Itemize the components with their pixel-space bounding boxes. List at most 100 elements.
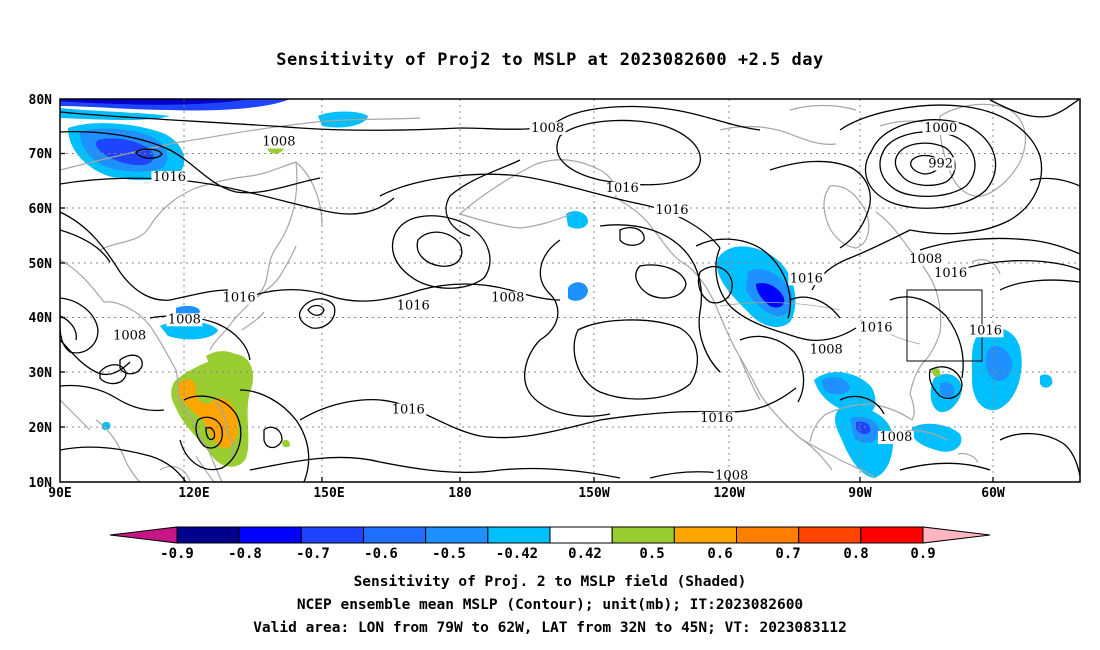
y-tick-10n: 10N (29, 476, 53, 491)
contour-label: 1016 (700, 411, 733, 426)
y-tick-80n: 80N (29, 93, 53, 108)
colorbar-segment (176, 526, 240, 544)
contour-label: 1016 (392, 403, 425, 418)
y-tick-30n: 30N (29, 366, 53, 381)
cb-label-7: 0.5 (639, 546, 664, 562)
contour-label-bg (221, 291, 258, 305)
contour-label: 1016 (969, 323, 1002, 338)
colorbar-segment (487, 526, 551, 544)
contour-label: 1008 (715, 468, 748, 483)
shade-blob-wnp-blue (101, 421, 111, 431)
contour-label-bg (858, 321, 894, 335)
cb-label-5: -0.42 (496, 546, 538, 562)
contour-label: 1016 (655, 203, 688, 218)
shade-blob-arctic-small (318, 111, 368, 128)
contour-label-bg (808, 343, 845, 357)
x-tick-150e: 150E (313, 486, 344, 501)
contour-label: 1008 (262, 135, 295, 150)
contour-label: 1008 (810, 342, 843, 357)
contour-label: 1008 (531, 121, 564, 136)
contour-label: 1016 (153, 170, 186, 185)
cb-label-8: 0.6 (707, 546, 732, 562)
contour-label-bg (395, 299, 432, 313)
colorbar-segment (611, 526, 675, 544)
contour-label: 1000 (924, 121, 957, 136)
colorbar-segment (425, 526, 489, 544)
contour-label: 1016 (859, 321, 892, 336)
shade-blob-siberia-dark (96, 138, 154, 166)
contour-label: 1016 (223, 290, 256, 305)
contour-label-bg (907, 253, 944, 267)
contour-label-bg (654, 203, 690, 217)
contour-label-bg (788, 272, 825, 286)
cb-label-2: -0.7 (296, 546, 330, 562)
map-title: Sensitivity of Proj2 to MSLP at 20230826… (276, 50, 824, 70)
colorbar-segment (798, 526, 862, 544)
cb-label-4: -0.5 (432, 546, 466, 562)
contour-label-bg (922, 121, 959, 135)
x-tick-120w: 120W (713, 486, 744, 501)
contour-label: 1016 (397, 299, 430, 314)
sensitivity-shading (60, 99, 1053, 478)
cb-label-10: 0.8 (843, 546, 868, 562)
colorbar-end-right (922, 526, 991, 544)
colorbar-segment (549, 526, 613, 544)
shade-blob-alaska (566, 211, 588, 229)
shade-blob-caribbean (835, 407, 894, 478)
contour-label: 1008 (909, 252, 942, 267)
cb-label-6: 0.42 (568, 546, 602, 562)
shade-blob-caribbean-east (911, 423, 962, 452)
shade-blob-atlantic-west-mid (940, 382, 955, 398)
y-tick-50n: 50N (29, 257, 53, 272)
caption-line-3: Valid area: LON from 79W to 62W, LAT fro… (253, 620, 847, 636)
colorbar (109, 526, 991, 544)
colorbar-end-left (109, 526, 178, 544)
contour-label: 1008 (168, 312, 201, 327)
colorbar-tick-labels: -0.9 -0.8 -0.7 -0.6 -0.5 -0.42 0.42 0.5 … (160, 546, 936, 562)
coastlines (60, 103, 1027, 482)
x-tick-180: 180 (448, 486, 472, 501)
colorbar-segment (300, 526, 365, 544)
shade-blob-gulf-mid (822, 377, 850, 395)
contour-labels: 1008101610081016101610009921008101610161… (111, 121, 1004, 483)
colorbar-segment (860, 526, 924, 544)
contour-label-bg (926, 157, 955, 171)
cb-label-1: -0.8 (228, 546, 262, 562)
colorbar-segment (736, 526, 800, 544)
contour-label: 1008 (113, 329, 146, 344)
contour-label-bg (698, 411, 735, 425)
x-tick-150w: 150W (578, 486, 609, 501)
contour-label-bg (390, 403, 427, 417)
shade-arctic-light (60, 108, 170, 120)
x-tick-60w: 60W (981, 486, 1005, 501)
shade-blob-wnp-green-north (206, 351, 240, 370)
shade-blob-green-tiny (282, 439, 290, 448)
contour-label-bg (604, 182, 641, 196)
contour-label: 1008 (491, 290, 524, 305)
contour-label-bg (932, 266, 969, 280)
contour-label-bg (529, 121, 566, 135)
contour-label-bg (489, 291, 526, 305)
y-tick-70n: 70N (29, 147, 53, 162)
contour-label: 1008 (879, 430, 912, 445)
shade-blob-150w (568, 282, 588, 301)
contour-label-bg (877, 430, 914, 444)
cb-label-0: -0.9 (160, 546, 194, 562)
contour-label: 1016 (790, 271, 823, 286)
colorbar-segment (673, 526, 737, 544)
contour-label: 1016 (934, 266, 967, 281)
shade-blob-atlantic-mid (985, 346, 1012, 381)
contour-label: 1016 (606, 181, 639, 196)
colorbar-segment (238, 526, 302, 544)
contour-label-bg (166, 313, 203, 327)
x-tick-90e: 90E (48, 486, 71, 501)
y-tick-20n: 20N (29, 421, 53, 436)
y-tick-40n: 40N (29, 311, 53, 326)
caption-line-2: NCEP ensemble mean MSLP (Contour); unit(… (296, 597, 804, 613)
contour-label-bg (151, 171, 188, 185)
y-tick-60n: 60N (29, 202, 53, 217)
x-tick-90w: 90W (848, 486, 872, 501)
cb-label-9: 0.7 (775, 546, 800, 562)
contour-label-bg (111, 329, 148, 343)
